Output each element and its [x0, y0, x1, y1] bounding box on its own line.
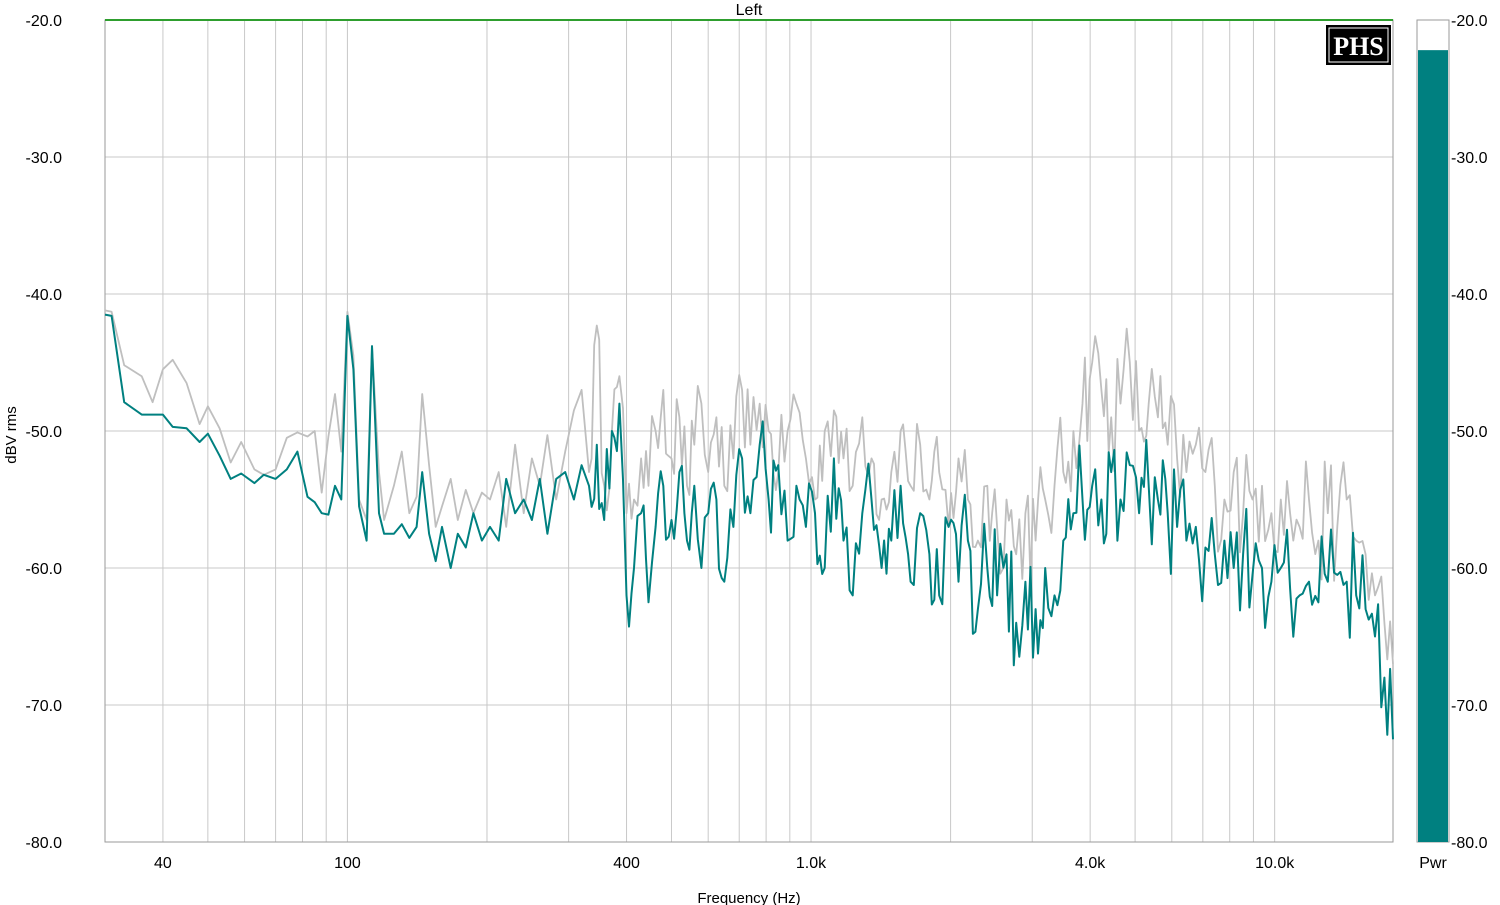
series-line-2	[104, 313, 1394, 740]
chart-title: Left	[736, 2, 763, 19]
y-axis-label: dBV rms	[3, 406, 20, 464]
x-tick-label: 100	[334, 855, 361, 872]
meter-tick-label: -50.0	[1451, 424, 1488, 441]
y-tick-label: -70.0	[26, 698, 63, 715]
series-line-1	[104, 309, 1394, 664]
meter-tick-labels: -20.0 -30.0 -40.0 -50.0 -60.0 -70.0 -80.0	[1451, 13, 1488, 852]
y-tick-label: -40.0	[26, 287, 63, 304]
x-tick-label: 40	[154, 855, 172, 872]
y-tick-label: -30.0	[26, 150, 63, 167]
logo-text: PHS	[1333, 32, 1384, 61]
meter-label: Pwr	[1419, 855, 1447, 872]
meter-tick-label: -20.0	[1451, 13, 1488, 30]
x-tick-label: 10.0k	[1255, 855, 1295, 872]
x-tick-label: 400	[613, 855, 640, 872]
y-tick-label: -60.0	[26, 561, 63, 578]
x-axis-label: Frequency (Hz)	[697, 890, 800, 905]
phs-logo: PHS	[1326, 25, 1391, 65]
meter-tick-label: -30.0	[1451, 150, 1488, 167]
y-tick-label: -80.0	[26, 835, 63, 852]
meter-tick-label: -80.0	[1451, 835, 1488, 852]
y-tick-labels: -20.0 -30.0 -40.0 -50.0 -60.0 -70.0 -80.0	[26, 13, 63, 852]
series-layer	[104, 19, 1394, 740]
meter-tick-label: -40.0	[1451, 287, 1488, 304]
grid	[105, 19, 1393, 843]
meter-tick-label: -60.0	[1451, 561, 1488, 578]
y-tick-label: -50.0	[26, 424, 63, 441]
y-tick-label: -20.0	[26, 13, 63, 30]
meter-tick-label: -70.0	[1451, 698, 1488, 715]
meter-fill	[1418, 50, 1448, 842]
power-meter: -20.0 -30.0 -40.0 -50.0 -60.0 -70.0 -80.0 Pwr	[1416, 13, 1488, 872]
x-tick-labels: 40 100 400 1.0k 4.0k 10.0k	[154, 855, 1295, 872]
x-tick-label: 1.0k	[796, 855, 827, 872]
x-tick-label: 4.0k	[1075, 855, 1106, 872]
